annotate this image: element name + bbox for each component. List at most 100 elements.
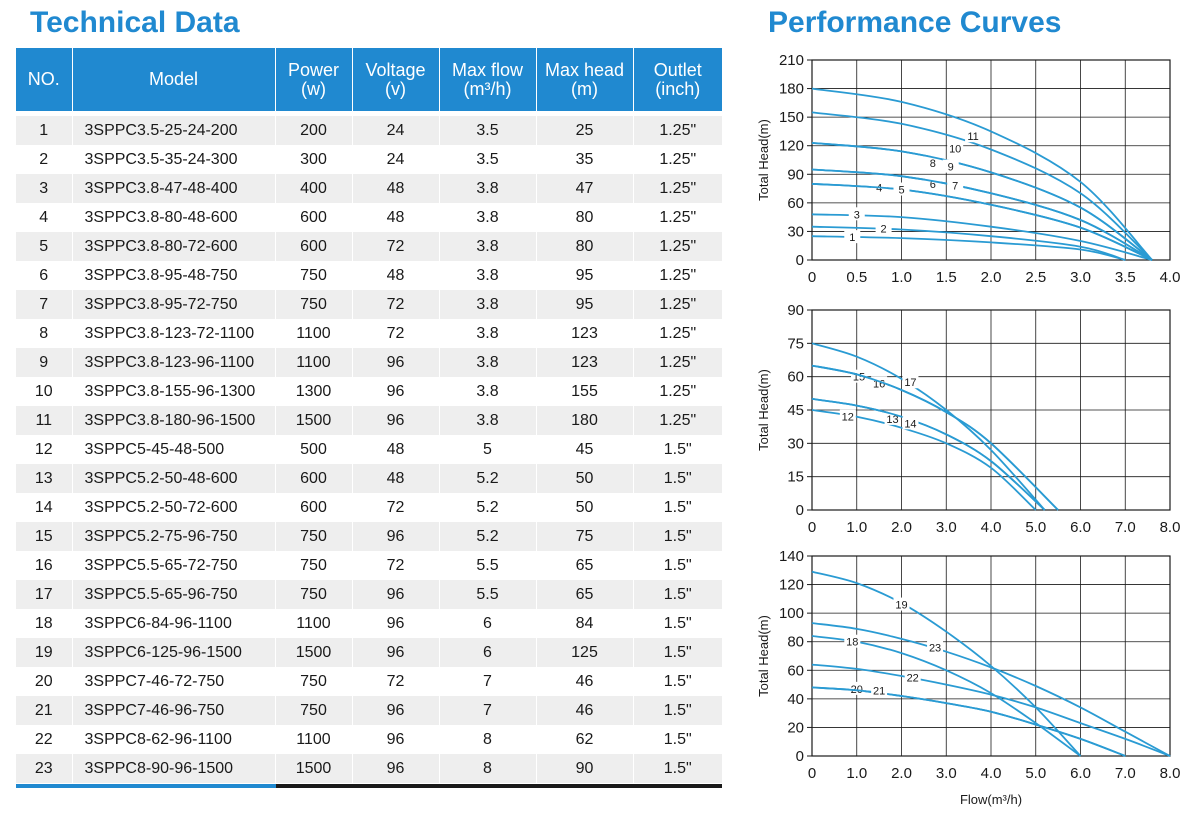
row-max-flow-cell: 3.8: [438, 203, 536, 232]
row-no-cell: 8: [39, 324, 49, 342]
curve-label-8: 8: [930, 158, 936, 170]
table-row: 12 3SPPC5-45-48-500 500 48 5 45 1.5": [16, 435, 722, 464]
curve-11: [811, 87, 1153, 261]
header-max-flow: Max flow (m³/h): [438, 48, 536, 111]
row-power-cell: 750: [274, 580, 352, 609]
row-no-cell: 9: [16, 348, 72, 377]
row-no-cell: 5: [16, 232, 72, 261]
row-max-head-cell: 62: [535, 725, 633, 754]
x-tick-label: 0: [808, 765, 816, 782]
table-row: 20 3SPPC7-46-72-750 750 72 7 46 1.5": [16, 667, 722, 696]
row-power-cell: 600: [274, 493, 352, 522]
x-tick-label: 3.0: [936, 519, 957, 536]
row-model-cell: 3SPPC6-84-96-1100: [71, 609, 275, 638]
curve-label-10: 10: [949, 144, 961, 156]
curve-label-22: 22: [907, 672, 919, 684]
row-max-flow-cell: 6: [438, 609, 536, 638]
curve-label-bg: [875, 221, 892, 235]
curve-5: [811, 182, 1153, 261]
row-outlet-cell: 1.25": [632, 232, 722, 261]
y-tick-label: 20: [787, 719, 804, 736]
row-model-cell: 3SPPC3.8-80-72-600: [71, 232, 275, 261]
table-row: 18 3SPPC6-84-96-1100 1100 96 6 84 1.5": [16, 609, 722, 638]
row-voltage-cell: 48: [351, 261, 439, 290]
row-outlet-cell: 1.5": [632, 522, 722, 551]
y-tick-label: 120: [779, 577, 804, 594]
curve-label-bg: [839, 409, 856, 423]
row-model-cell: 3SPPC5.2-50-48-600: [71, 464, 275, 493]
x-tick-label: 1.5: [936, 269, 957, 286]
curve-23: [811, 622, 1171, 757]
curve-label-6: 6: [930, 179, 936, 191]
row-power-cell: 400: [274, 174, 352, 203]
technical-data-title: Technical Data: [30, 6, 240, 39]
row-voltage-cell: 96: [351, 406, 439, 435]
row-no-cell: 1: [16, 116, 72, 145]
row-power-cell: 1100: [274, 348, 352, 377]
row-no-cell: 20: [34, 672, 53, 690]
row-power-cell: 1500: [274, 638, 352, 667]
curve-2: [811, 225, 1126, 261]
y-tick-label: 40: [787, 691, 804, 708]
row-voltage-cell: 96: [351, 348, 439, 377]
row-power-cell: 1100: [274, 609, 352, 638]
row-power-cell: 750: [274, 667, 352, 696]
row-power-cell: 1500: [274, 406, 352, 435]
row-outlet-cell: 1.5": [632, 551, 722, 580]
row-power-cell: 1500: [274, 754, 352, 783]
row-max-flow-cell: 3.5: [438, 145, 536, 174]
y-tick-label: 80: [787, 634, 804, 651]
row-power-cell: 750: [274, 696, 352, 725]
x-tick-label: 0.5: [846, 269, 867, 286]
curve-label-bg: [844, 634, 861, 648]
curve-label-12: 12: [842, 412, 854, 424]
row-voltage-cell: 96: [351, 609, 439, 638]
row-max-flow-cell: 3.8: [438, 377, 536, 406]
row-model-cell: 3SPPC3.8-47-48-400: [71, 174, 275, 203]
x-tick-label: 5.0: [1025, 765, 1046, 782]
row-voltage-cell: 24: [351, 145, 439, 174]
row-outlet-cell: 1.5": [632, 609, 722, 638]
curve-15: [811, 342, 1046, 511]
row-no-cell: 2: [39, 150, 49, 168]
row-model-cell: 3SPPC7-46-96-750: [71, 696, 275, 725]
row-outlet-cell: 1.5": [632, 696, 722, 725]
row-max-flow-cell: 3.8: [438, 406, 536, 435]
curve-label-16: 16: [873, 378, 885, 390]
y-tick-label: 30: [787, 223, 804, 240]
row-max-flow-cell: 7: [438, 696, 536, 725]
table-header-row: NO. Model Power (w) Voltage (v) Max flow (m…: [16, 48, 722, 111]
curve-label-7: 7: [952, 181, 958, 193]
row-outlet-cell: 1.25": [632, 290, 722, 319]
row-outlet-cell: 1.5": [632, 725, 722, 754]
row-voltage-cell: 96: [351, 754, 439, 783]
row-model-cell: 3SPPC5.2-50-72-600: [71, 493, 275, 522]
header-no: NO.: [16, 48, 72, 111]
curve-22: [811, 663, 1171, 757]
curve-label-bg: [902, 416, 919, 430]
row-no-cell: 19: [16, 638, 72, 667]
row-max-flow-cell: 3.8: [438, 319, 536, 348]
row-outlet-cell: 1.25": [632, 319, 722, 348]
table-row: 9 3SPPC3.8-123-96-1100 1100 96 3.8 123 1.25": [16, 348, 722, 377]
row-max-head-cell: 46: [535, 696, 633, 725]
x-tick-label: 6.0: [1070, 765, 1091, 782]
row-power-cell: 200: [274, 116, 352, 145]
row-model-cell: 3SPPC3.8-95-48-750: [71, 261, 275, 290]
y-axis-label: Total Head(m): [756, 369, 771, 451]
curve-label-18: 18: [846, 637, 858, 649]
y-tick-label: 120: [779, 138, 804, 155]
table-row: 15 3SPPC5.2-75-96-750 750 96 5.2 75 1.5": [16, 522, 722, 551]
row-voltage-cell: 48: [351, 174, 439, 203]
x-axis-label: Flow(m³/h): [960, 792, 1022, 807]
row-max-flow-cell: 3.8: [438, 174, 536, 203]
curve-label-bg: [904, 670, 921, 684]
row-no-cell: 17: [16, 580, 72, 609]
curve-label-bg: [965, 129, 982, 143]
row-max-head-cell: 75: [535, 522, 633, 551]
curve-3: [811, 213, 1153, 261]
row-voltage-cell: 96: [351, 522, 439, 551]
row-voltage-cell: 96: [351, 638, 439, 667]
x-tick-label: 1.0: [846, 519, 867, 536]
row-voltage-cell: 96: [351, 580, 439, 609]
